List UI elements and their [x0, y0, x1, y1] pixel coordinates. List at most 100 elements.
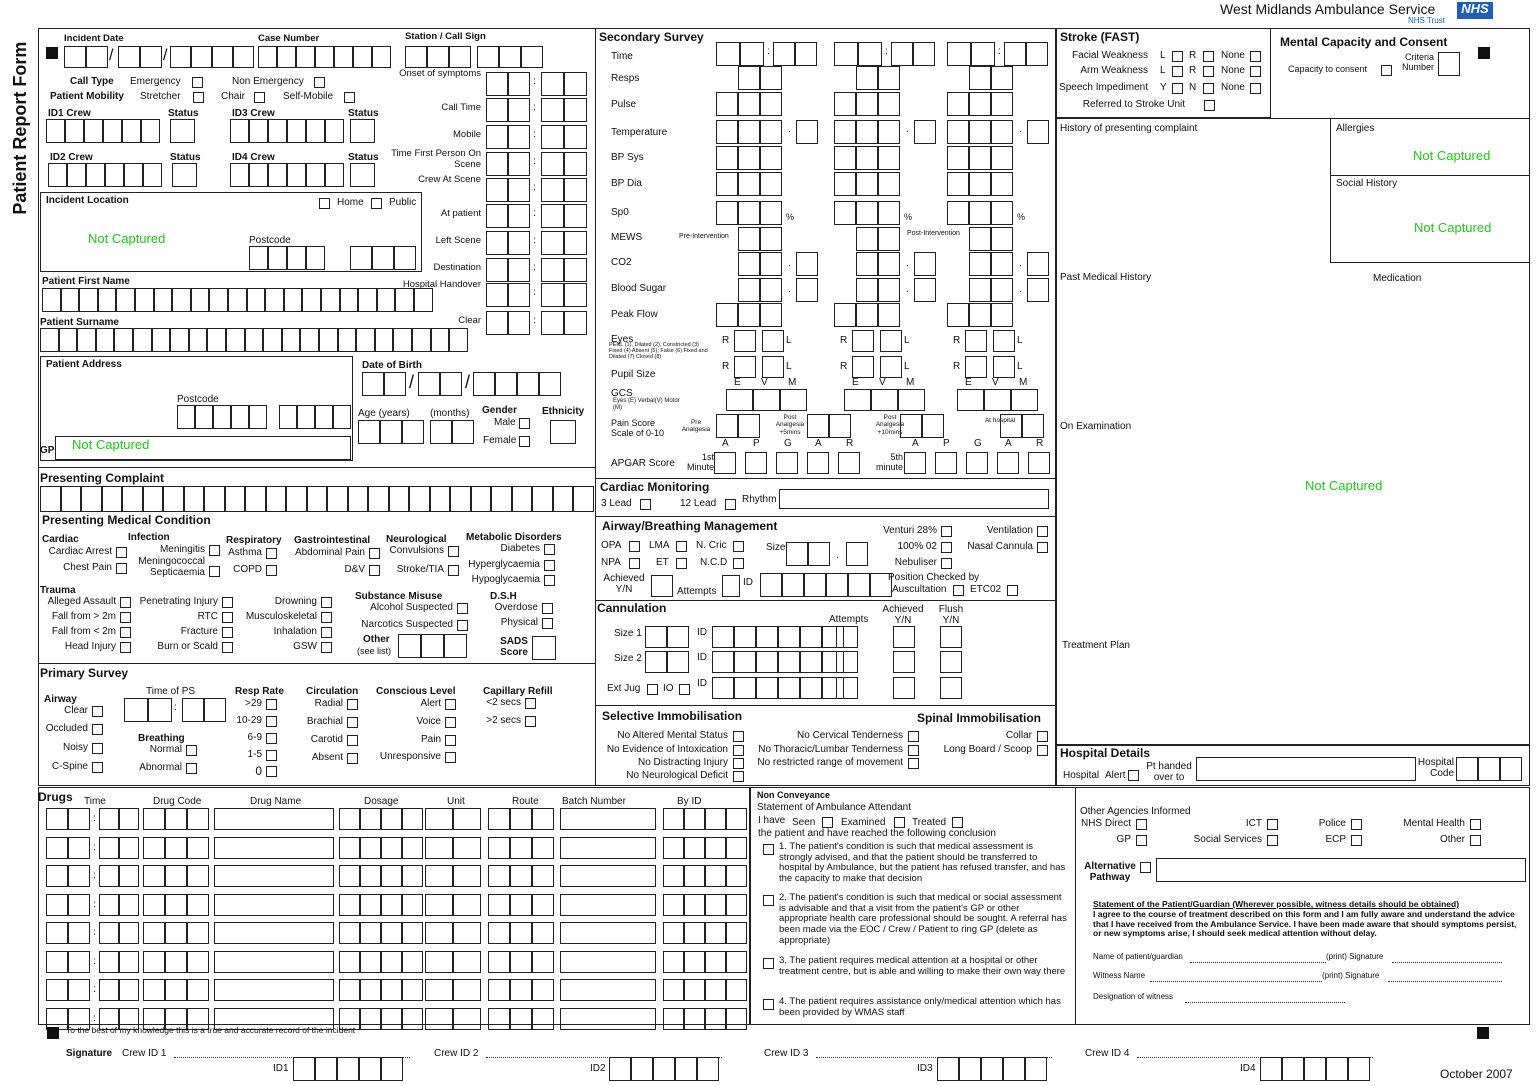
option-label: Occluded	[45, 723, 88, 734]
checkbox	[347, 699, 358, 710]
label: 5th minute	[875, 452, 903, 473]
entry-box	[339, 865, 360, 887]
entry-box	[425, 808, 453, 830]
label: 1. The patient's condition is such that …	[779, 841, 1066, 884]
label: 3 Lead	[601, 498, 632, 509]
entry-box	[372, 46, 391, 68]
entry-box	[878, 92, 900, 116]
entry-box	[965, 330, 987, 352]
entry-box	[991, 227, 1013, 251]
option-label: Meningitis	[159, 544, 205, 555]
checkbox	[120, 597, 131, 608]
entry-box	[124, 698, 148, 722]
label: Flush Y/N	[938, 604, 964, 627]
checkbox	[725, 499, 736, 510]
entry-box	[786, 542, 808, 566]
checkbox	[222, 597, 233, 608]
checkbox	[92, 724, 103, 735]
entry-box	[541, 152, 564, 176]
panel	[40, 192, 422, 272]
checkbox	[640, 499, 651, 510]
label: Seen	[792, 817, 816, 828]
checkbox	[908, 731, 919, 742]
label: Statement of Ambulance Attendant	[757, 802, 911, 813]
label: :	[533, 182, 536, 193]
checkbox	[1470, 819, 1481, 830]
label: Mobile	[453, 129, 481, 140]
entry-box	[510, 950, 532, 973]
entry-box	[940, 651, 962, 673]
entry-box	[143, 163, 162, 187]
label: :	[93, 841, 96, 853]
entry-box	[1156, 858, 1526, 882]
option-label: Pain	[420, 734, 441, 745]
label: Designation of witness	[1093, 992, 1174, 1001]
entry-box	[947, 92, 969, 116]
checkbox	[445, 752, 456, 763]
checkbox	[1351, 835, 1362, 846]
label: On Examination	[1060, 421, 1132, 432]
entry-box	[119, 979, 139, 1001]
label: .	[1019, 258, 1022, 269]
group-heading: Respiratory	[226, 535, 282, 546]
entry-box	[486, 72, 508, 96]
label: :	[533, 208, 536, 219]
entry-box	[521, 46, 543, 68]
option-label: >2 secs	[486, 715, 521, 726]
entry-box	[46, 950, 68, 973]
entry-box	[993, 330, 1015, 352]
checkbox	[445, 717, 456, 728]
entry-box	[738, 172, 760, 196]
entry-box	[165, 979, 187, 1001]
label: Chair	[221, 91, 245, 102]
checkbox	[908, 758, 919, 769]
label: GP	[40, 445, 55, 456]
entry-box	[510, 865, 532, 887]
label: E	[852, 377, 859, 388]
entry-box	[738, 120, 760, 144]
label: G	[784, 438, 792, 449]
entry-box	[878, 201, 900, 225]
entry-box	[653, 1057, 675, 1081]
checkbox	[321, 627, 332, 638]
entry-box	[381, 950, 402, 973]
option-label: Physical	[500, 617, 538, 628]
label: Status	[348, 152, 379, 163]
entry-box	[449, 328, 468, 352]
entry-box	[541, 98, 564, 122]
entry-box	[981, 1057, 1003, 1081]
option-label: 0	[255, 764, 262, 778]
option-label: Alcohol Suspected	[370, 602, 453, 613]
checkbox	[1136, 819, 1147, 830]
entry-box	[339, 836, 360, 859]
label: ID	[697, 678, 707, 689]
entry-box	[898, 389, 925, 411]
label: ID4 Crew	[232, 152, 275, 163]
entry-box	[564, 283, 587, 307]
entry-box	[143, 950, 165, 973]
entry-box	[997, 452, 1019, 474]
entry-box	[99, 979, 119, 1001]
label: M	[788, 377, 797, 388]
entry-box	[337, 328, 357, 352]
entry-box	[244, 328, 264, 352]
entry-box	[453, 922, 481, 944]
checkbox	[457, 620, 468, 631]
label: APGAR Score	[611, 458, 675, 469]
entry-box	[573, 486, 594, 512]
rule	[595, 600, 1056, 601]
checkbox	[544, 560, 555, 571]
checkbox	[347, 735, 358, 746]
entry-box	[712, 626, 734, 648]
option-label: D&V	[344, 564, 365, 575]
entry-box	[716, 92, 738, 116]
entry-box	[46, 119, 65, 143]
checkbox	[894, 817, 905, 828]
entry-box	[734, 677, 756, 699]
entry-box	[510, 922, 532, 944]
label: Crew ID 3	[764, 1048, 809, 1059]
marker	[47, 1027, 59, 1039]
label: BP Sys	[611, 152, 644, 163]
group-heading: Capillary Refill	[483, 686, 553, 697]
